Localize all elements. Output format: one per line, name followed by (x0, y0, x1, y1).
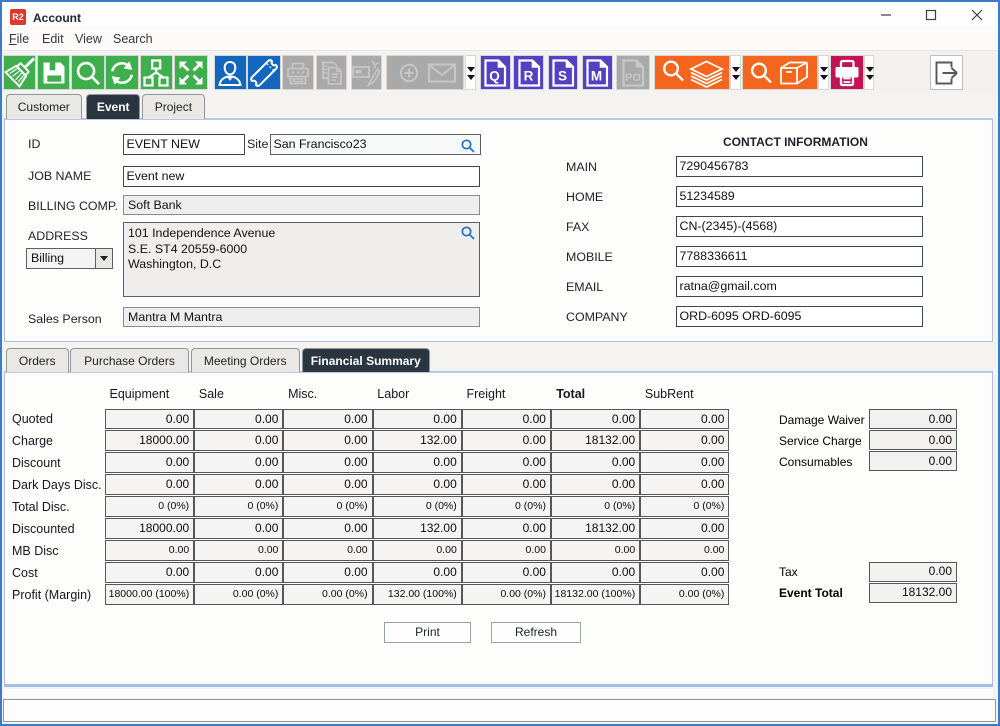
svg-text:PO: PO (625, 72, 641, 84)
svg-text:Q: Q (490, 68, 501, 83)
svg-text:S: S (558, 68, 567, 83)
svg-text:R: R (524, 68, 534, 83)
svg-text:M: M (591, 68, 602, 83)
